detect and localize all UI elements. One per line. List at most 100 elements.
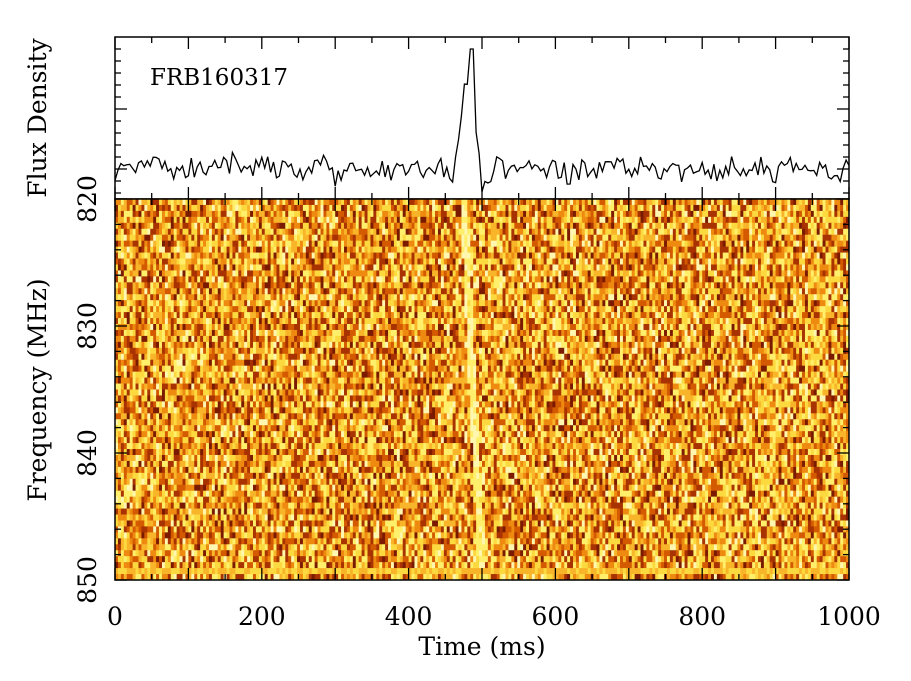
- heatmap-cell: [514, 306, 518, 313]
- heatmap-cell: [587, 282, 592, 289]
- heatmap-cell: [285, 270, 289, 277]
- heatmap-cell: [546, 228, 550, 236]
- heatmap-cell: [508, 234, 512, 242]
- heatmap-cell: [816, 276, 821, 283]
- heatmap-cell: [825, 294, 829, 301]
- heatmap-cell: [197, 282, 201, 289]
- heatmap-cell: [672, 246, 677, 253]
- heatmap-cell: [619, 252, 624, 259]
- heatmap-cell: [241, 294, 245, 301]
- heatmap-cell: [696, 240, 700, 248]
- heatmap-cell: [258, 288, 263, 295]
- heatmap-cell: [611, 306, 615, 313]
- heatmap-cell: [194, 294, 198, 301]
- heatmap-cell: [728, 246, 732, 253]
- heatmap-cell: [388, 270, 392, 277]
- heatmap-cell: [807, 306, 812, 313]
- heatmap-cell: [649, 210, 653, 218]
- heatmap-cell: [349, 234, 354, 242]
- heatmap-cell: [482, 306, 486, 313]
- heatmap-cell: [643, 228, 647, 236]
- heatmap-cell: [490, 204, 495, 212]
- heatmap-cell: [602, 234, 606, 242]
- heatmap-cell: [129, 270, 134, 277]
- heatmap-cell: [244, 288, 248, 295]
- heatmap-cell: [643, 210, 647, 218]
- heatmap-cell: [153, 264, 157, 271]
- heatmap-cell: [273, 252, 277, 259]
- heatmap-cell: [147, 306, 151, 313]
- heatmap-cell: [129, 240, 134, 248]
- heatmap-cell: [796, 210, 800, 218]
- heatmap-cell: [793, 228, 797, 236]
- heatmap-cell: [467, 258, 471, 265]
- heatmap-cell: [417, 228, 421, 236]
- heatmap-cell: [291, 199, 295, 206]
- heatmap-cell: [702, 246, 706, 253]
- heatmap-cell: [575, 282, 580, 289]
- heatmap-cell: [781, 204, 785, 212]
- heatmap-cell: [666, 204, 671, 212]
- heatmap-cell: [332, 300, 336, 307]
- heatmap-cell: [135, 210, 139, 218]
- heatmap-cell: [617, 216, 621, 224]
- heatmap-cell: [323, 199, 327, 206]
- heatmap-cell: [725, 264, 730, 271]
- heatmap-cell: [813, 199, 818, 206]
- heatmap-cell: [423, 240, 427, 248]
- heatmap-cell: [214, 240, 219, 248]
- heatmap-cell: [625, 234, 630, 242]
- heatmap-cell: [144, 252, 148, 259]
- heatmap-cell: [188, 199, 192, 206]
- heatmap-cell: [294, 204, 298, 212]
- heatmap-cell: [716, 294, 721, 301]
- heatmap-cell: [840, 222, 844, 230]
- heatmap-cell: [810, 222, 815, 230]
- heatmap-cell: [599, 204, 603, 212]
- heatmap-cell: [702, 204, 706, 212]
- heatmap-cell: [822, 199, 826, 206]
- heatmap-cell: [640, 210, 644, 218]
- heatmap-cell: [476, 294, 480, 301]
- heatmap-cell: [816, 234, 821, 242]
- heatmap-cell: [487, 210, 492, 218]
- heatmap-cell: [267, 264, 272, 271]
- heatmap-cell: [370, 264, 374, 271]
- heatmap-cell: [393, 270, 398, 277]
- heatmap-cell: [666, 276, 671, 283]
- heatmap-cell: [323, 252, 327, 259]
- heatmap-cell: [153, 252, 157, 259]
- heatmap-cell: [705, 210, 709, 218]
- heatmap-cell: [499, 282, 503, 289]
- heatmap-cell: [796, 270, 800, 277]
- heatmap-cell: [796, 294, 800, 301]
- heatmap-cell: [464, 252, 468, 259]
- heatmap-cell: [760, 210, 765, 218]
- heatmap-cell: [552, 270, 556, 277]
- heatmap-cell: [722, 288, 727, 295]
- heatmap-cell: [382, 294, 386, 301]
- heatmap-cell: [570, 300, 574, 307]
- heatmap-cell: [238, 282, 242, 289]
- heatmap-cell: [385, 210, 389, 218]
- heatmap-cell: [355, 294, 360, 301]
- heatmap-cell: [669, 252, 674, 259]
- heatmap-cell: [405, 252, 409, 259]
- heatmap-cell: [214, 276, 219, 283]
- heatmap-cell: [185, 312, 189, 319]
- heatmap-cell: [238, 210, 242, 218]
- heatmap-cell: [141, 240, 145, 248]
- heatmap-cell: [755, 246, 759, 253]
- heatmap-cell: [385, 234, 389, 242]
- heatmap-cell: [675, 282, 680, 289]
- heatmap-cell: [302, 300, 307, 307]
- heatmap-cell: [672, 276, 677, 283]
- heatmap-cell: [208, 204, 213, 212]
- heatmap-cell: [440, 306, 445, 313]
- heatmap-cell: [661, 258, 665, 265]
- heatmap-cell: [393, 199, 398, 206]
- heatmap-cell: [781, 276, 785, 283]
- heatmap-cell: [382, 300, 386, 307]
- heatmap-cell: [508, 306, 512, 313]
- heatmap-cell: [138, 252, 142, 259]
